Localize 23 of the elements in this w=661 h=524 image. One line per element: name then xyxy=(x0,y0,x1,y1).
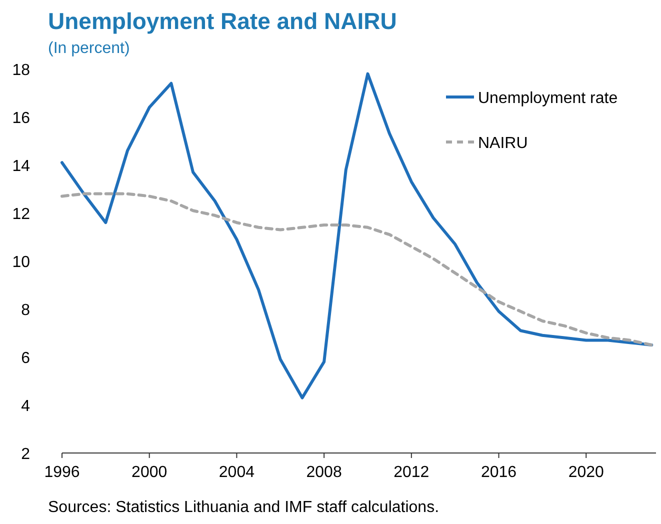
x-tick-label: 2012 xyxy=(394,464,430,481)
y-tick-label: 2 xyxy=(21,446,30,463)
line-series xyxy=(60,72,654,400)
chart-title: Unemployment Rate and NAIRU xyxy=(48,8,397,34)
y-tick-label: 8 xyxy=(21,302,30,319)
y-tick-label: 10 xyxy=(12,254,30,271)
y-tick-label: 4 xyxy=(21,398,30,415)
legend-label: NAIRU xyxy=(478,135,528,152)
x-tick-label: 2004 xyxy=(218,464,255,481)
y-tick-label: 14 xyxy=(12,158,30,175)
legend-label: Unemployment rate xyxy=(478,90,618,107)
y-tick-label: 6 xyxy=(21,350,30,367)
x-tick-label: 2000 xyxy=(132,464,168,481)
x-tick-label: 1996 xyxy=(44,464,80,481)
y-tick-label: 12 xyxy=(12,206,30,223)
x-tick-label: 2020 xyxy=(568,464,604,481)
y-tick-label: 18 xyxy=(12,62,30,79)
y-tick-label: 16 xyxy=(12,110,30,127)
x-tick-label: 2016 xyxy=(480,464,517,481)
line-series xyxy=(60,192,654,346)
source-note: Sources: Statistics Lithuania and IMF staff calculations. xyxy=(48,499,440,516)
chart-subtitle: (In percent) xyxy=(48,40,130,57)
x-tick-label: 2008 xyxy=(306,464,342,481)
